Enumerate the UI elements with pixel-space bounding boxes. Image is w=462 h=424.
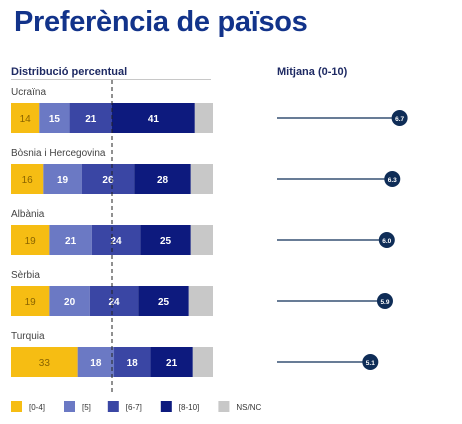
- bar-segment: [69, 103, 112, 133]
- bar-segment: [194, 103, 213, 133]
- mean-dot: [391, 110, 408, 126]
- data-label: 18: [90, 358, 102, 369]
- bar-segment: [11, 225, 50, 255]
- mean-label: 5.1: [366, 360, 375, 367]
- legend-label: [6-7]: [126, 403, 142, 412]
- legend-swatch: [11, 401, 22, 412]
- mean-dot: [384, 171, 401, 187]
- bar-segment: [39, 103, 70, 133]
- legend-label: [5]: [82, 403, 91, 412]
- data-label: 33: [39, 358, 51, 369]
- country-label: Sèrbia: [11, 270, 40, 281]
- country-label: Bòsnia i Hercegovina: [11, 148, 106, 159]
- legend-swatch: [107, 401, 119, 412]
- legend-swatch: [64, 401, 75, 412]
- data-label: 25: [158, 297, 170, 308]
- bar-segment: [11, 347, 78, 377]
- data-label: 24: [110, 236, 122, 247]
- mean-label: 6.3: [388, 177, 397, 184]
- data-label: 24: [108, 297, 120, 308]
- country-label: Albània: [11, 209, 45, 220]
- mean-label: 5.9: [380, 299, 389, 306]
- country-label: Turquia: [11, 331, 45, 342]
- data-label: 19: [57, 175, 69, 186]
- bar-segment: [11, 164, 44, 194]
- data-label: 16: [22, 175, 34, 186]
- distribution-header: Distribució percentual: [11, 66, 128, 78]
- legend-label: NS/NC: [236, 403, 261, 412]
- mean-label: 6.0: [382, 238, 391, 245]
- bar-segment: [11, 286, 50, 316]
- bar-segment: [150, 347, 193, 377]
- bar-segment: [49, 225, 92, 255]
- legend-swatch: [160, 401, 172, 412]
- bar-segment: [188, 286, 213, 316]
- header-divider: [11, 79, 211, 80]
- bar-segment: [81, 164, 135, 194]
- mean-header: Mitjana (0-10): [277, 66, 348, 78]
- bar-segment: [190, 225, 213, 255]
- bar-segment: [89, 286, 139, 316]
- data-label: 26: [102, 175, 114, 186]
- legend-swatch: [218, 401, 230, 412]
- bar-segment: [138, 286, 189, 316]
- page-title: Preferència de països: [14, 6, 308, 38]
- mean-dot: [376, 293, 393, 309]
- mean-label: 6.7: [395, 116, 404, 123]
- data-label: 21: [166, 358, 178, 369]
- data-label: 21: [65, 236, 77, 247]
- data-label: 41: [148, 114, 160, 125]
- data-label: 15: [49, 114, 61, 125]
- data-label: 21: [85, 114, 97, 125]
- country-label: Ucraïna: [11, 87, 46, 98]
- data-label: 25: [160, 236, 172, 247]
- data-label: 18: [127, 358, 139, 369]
- bar-segment: [112, 103, 195, 133]
- bar-segment: [43, 164, 82, 194]
- bar-segment: [114, 347, 151, 377]
- mean-dot: [378, 232, 395, 248]
- bar-segment: [49, 286, 90, 316]
- data-label: 14: [20, 114, 32, 125]
- bar-segment: [11, 103, 40, 133]
- bar-segment: [77, 347, 115, 377]
- legend-label: [8-10]: [179, 403, 199, 412]
- data-label: 19: [25, 297, 37, 308]
- bar-segment: [192, 347, 213, 377]
- legend-label: [0-4]: [29, 403, 45, 412]
- mean-dot: [362, 354, 379, 370]
- bar-segment: [190, 164, 213, 194]
- bar-segment: [140, 225, 191, 255]
- bar-segment: [91, 225, 141, 255]
- data-label: 19: [25, 236, 37, 247]
- data-label: 28: [157, 175, 169, 186]
- data-label: 20: [64, 297, 76, 308]
- bar-segment: [134, 164, 191, 194]
